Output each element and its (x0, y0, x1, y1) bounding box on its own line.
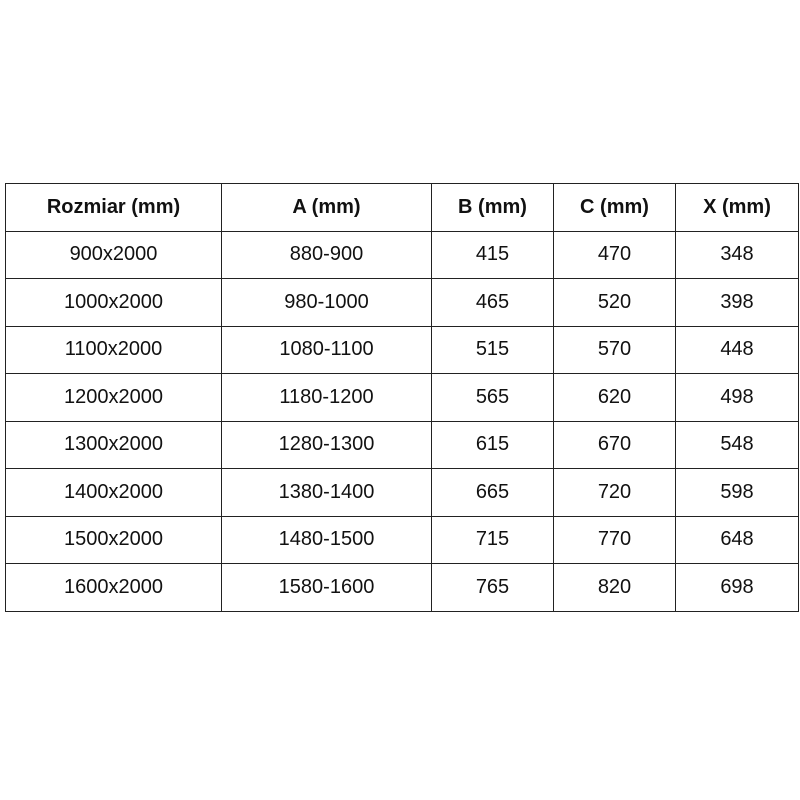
table-row: 1400x2000 1380-1400 665 720 598 (5, 468, 799, 517)
table-cell: 565 (431, 373, 554, 422)
table-cell: 1580-1600 (221, 563, 432, 612)
table-cell: 1600x2000 (5, 563, 222, 612)
dimensions-table: Rozmiar (mm) A (mm) B (mm) C (mm) X (mm) 900… (5, 183, 799, 612)
column-header: C (mm) (553, 183, 676, 232)
header-row: Rozmiar (mm) A (mm) B (mm) C (mm) X (mm) (5, 183, 799, 232)
table-cell: 720 (553, 468, 676, 517)
table-cell: 548 (675, 420, 799, 469)
table-row: 900x2000 880-900 415 470 348 (5, 230, 799, 279)
table-cell: 980-1000 (221, 278, 432, 327)
table-cell: 570 (553, 325, 676, 374)
table-cell: 470 (553, 230, 676, 279)
table-cell: 698 (675, 563, 799, 612)
table-cell: 515 (431, 325, 554, 374)
table-cell: 1200x2000 (5, 373, 222, 422)
table-cell: 1380-1400 (221, 468, 432, 517)
table-cell: 1280-1300 (221, 420, 432, 469)
table-cell: 448 (675, 325, 799, 374)
column-header: X (mm) (675, 183, 799, 232)
table-cell: 1480-1500 (221, 515, 432, 564)
table-cell: 1400x2000 (5, 468, 222, 517)
table-cell: 1080-1100 (221, 325, 432, 374)
table-cell: 1100x2000 (5, 325, 222, 374)
table-cell: 348 (675, 230, 799, 279)
table-cell: 648 (675, 515, 799, 564)
table-row: 1100x2000 1080-1100 515 570 448 (5, 325, 799, 374)
table-cell: 598 (675, 468, 799, 517)
column-header: B (mm) (431, 183, 554, 232)
table-cell: 398 (675, 278, 799, 327)
table-row: 1000x2000 980-1000 465 520 398 (5, 278, 799, 327)
table-cell: 1300x2000 (5, 420, 222, 469)
table-cell: 1180-1200 (221, 373, 432, 422)
column-header: Rozmiar (mm) (5, 183, 222, 232)
table-cell: 670 (553, 420, 676, 469)
table-cell: 880-900 (221, 230, 432, 279)
table-cell: 665 (431, 468, 554, 517)
table-cell: 715 (431, 515, 554, 564)
table-cell: 415 (431, 230, 554, 279)
table-cell: 900x2000 (5, 230, 222, 279)
table-row: 1600x2000 1580-1600 765 820 698 (5, 563, 799, 612)
table-cell: 520 (553, 278, 676, 327)
table-row: 1200x2000 1180-1200 565 620 498 (5, 373, 799, 422)
table-cell: 820 (553, 563, 676, 612)
table-cell: 615 (431, 420, 554, 469)
table-row: 1500x2000 1480-1500 715 770 648 (5, 515, 799, 564)
table-cell: 465 (431, 278, 554, 327)
table-cell: 620 (553, 373, 676, 422)
table-cell: 770 (553, 515, 676, 564)
column-header: A (mm) (221, 183, 432, 232)
table-cell: 498 (675, 373, 799, 422)
table-cell: 1500x2000 (5, 515, 222, 564)
table-cell: 765 (431, 563, 554, 612)
table-row: 1300x2000 1280-1300 615 670 548 (5, 420, 799, 469)
table-cell: 1000x2000 (5, 278, 222, 327)
